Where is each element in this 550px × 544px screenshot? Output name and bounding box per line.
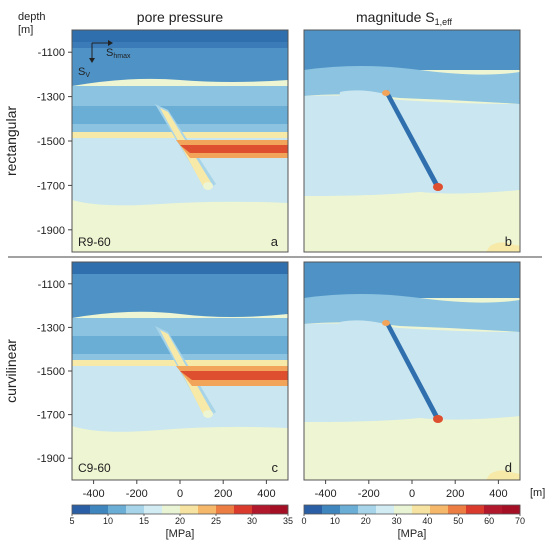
colorbar-swatch: [270, 505, 289, 514]
row-label-rectangular: rectangular: [3, 106, 19, 176]
x-tick-label: 0: [177, 488, 183, 500]
x-tick-label: 400: [489, 488, 507, 500]
colorbar-tick-label: 35: [283, 516, 293, 526]
colorbar-tick-label: 25: [211, 516, 221, 526]
colorbar-swatch: [126, 505, 145, 514]
x-tick-label: -200: [126, 488, 148, 500]
y-tick-label: -1300: [37, 92, 65, 104]
colorbar-swatch: [72, 505, 91, 514]
colorbar-swatch: [448, 505, 467, 514]
colorbar-swatch: [394, 505, 413, 514]
colorbar-swatch: [412, 505, 431, 514]
colorbar-swatch: [358, 505, 377, 514]
x-tick-label: -200: [358, 488, 380, 500]
row-label-curvilinear: curvilinear: [3, 339, 19, 403]
sv-arrowhead: [89, 58, 95, 63]
sv-label: SV: [78, 66, 90, 79]
colorbar-s1eff: 0 10 20 30 40 50 60 70: [301, 504, 525, 526]
column-title-magnitude: magnitude S1,eff: [356, 9, 452, 27]
x-axis-left: -400 -200 0 200 400: [83, 480, 276, 500]
colorbar-pore-pressure: 5 10 15 20 25 30 35: [69, 504, 293, 526]
panel-b-frame: [303, 29, 521, 253]
colorbar-swatch: [376, 505, 395, 514]
x-tick-label: 0: [409, 488, 415, 500]
y-tick-label: -1500: [37, 366, 65, 378]
colorbar-tick-label: 50: [453, 516, 463, 526]
colorbar-tick-label: 40: [422, 516, 432, 526]
y-tick-label: -1900: [37, 225, 65, 237]
colorbar-swatch: [466, 505, 485, 514]
panel-d-field: [304, 262, 520, 480]
colorbar-tick-label: 20: [361, 516, 371, 526]
colorbar-swatch: [162, 505, 181, 514]
y-tick-label: -1700: [37, 410, 65, 422]
y-axis-top: -1100 -1300 -1500 -1700 -1900: [37, 47, 72, 237]
shmax-arrowhead: [108, 40, 113, 46]
colorbar-swatch: [304, 505, 323, 514]
colorbar-swatch: [252, 505, 271, 514]
y-tick-label: -1500: [37, 136, 65, 148]
panel-c-model-label: C9-60: [78, 461, 111, 475]
panel-b-letter: b: [505, 234, 512, 249]
colorbar-swatch: [430, 505, 449, 514]
x-tick-label: 200: [214, 488, 232, 500]
colorbar-tick-label: 5: [69, 516, 74, 526]
colorbar-swatch: [90, 505, 109, 514]
colorbar-tick-label: 70: [515, 516, 525, 526]
column-title-magnitude-main: magnitude S: [356, 9, 435, 25]
y-tick-label: -1700: [37, 180, 65, 192]
x-tick-label: 200: [446, 488, 464, 500]
x-unit-label: [m]: [530, 487, 545, 499]
colorbar-tick-label: 0: [301, 516, 306, 526]
column-title-magnitude-sub: 1,eff: [435, 17, 453, 27]
panel-b-field: [304, 30, 520, 252]
colorbar-left-unit: [MPa]: [166, 528, 195, 540]
panel-d-letter: d: [505, 460, 512, 475]
colorbar-frame: [303, 504, 521, 515]
column-title-pore-pressure: pore pressure: [137, 9, 224, 25]
y-tick-label: -1100: [38, 279, 65, 291]
shmax-label: Shmax: [106, 47, 131, 60]
colorbar-tick-label: 30: [392, 516, 402, 526]
x-axis-right: -400 -200 0 200 400: [315, 480, 508, 500]
panel-a-letter: a: [271, 234, 279, 249]
panel-a-model-label: R9-60: [78, 235, 111, 249]
panel-c-letter: c: [272, 460, 279, 475]
colorbar-swatch: [502, 505, 521, 514]
y-tick-label: -1300: [37, 322, 65, 334]
colorbar-tick-label: 20: [175, 516, 185, 526]
x-tick-label: 400: [257, 488, 275, 500]
colorbar-swatch: [484, 505, 503, 514]
y-tick-label: -1100: [38, 47, 65, 59]
colorbar-tick-label: 10: [330, 516, 340, 526]
y-axis-bottom: -1100 -1300 -1500 -1700 -1900: [37, 279, 72, 465]
panel-c-field: [72, 262, 288, 480]
x-tick-label: -400: [315, 488, 337, 500]
depth-unit-label: [m]: [18, 24, 33, 36]
colorbar-tick-label: 30: [247, 516, 257, 526]
colorbar-swatch: [108, 505, 127, 514]
colorbar-swatch: [340, 505, 359, 514]
colorbar-tick-label: 10: [103, 516, 113, 526]
colorbar-swatch: [322, 505, 341, 514]
colorbar-swatch: [198, 505, 217, 514]
colorbar-right-unit: [MPa]: [398, 528, 427, 540]
colorbar-swatch: [234, 505, 253, 514]
colorbar-tick-label: 60: [484, 516, 494, 526]
depth-label: depth: [18, 11, 46, 23]
y-tick-label: -1900: [37, 453, 65, 465]
axis-arrows: Shmax SV: [78, 40, 131, 79]
colorbar-swatch: [216, 505, 235, 514]
panel-a-field: [72, 30, 288, 252]
x-tick-label: -400: [83, 488, 105, 500]
colorbar-swatch: [144, 505, 163, 514]
colorbar-tick-label: 15: [139, 516, 149, 526]
axis-arrow-lines: [91, 42, 108, 58]
colorbar-swatch: [180, 505, 199, 514]
